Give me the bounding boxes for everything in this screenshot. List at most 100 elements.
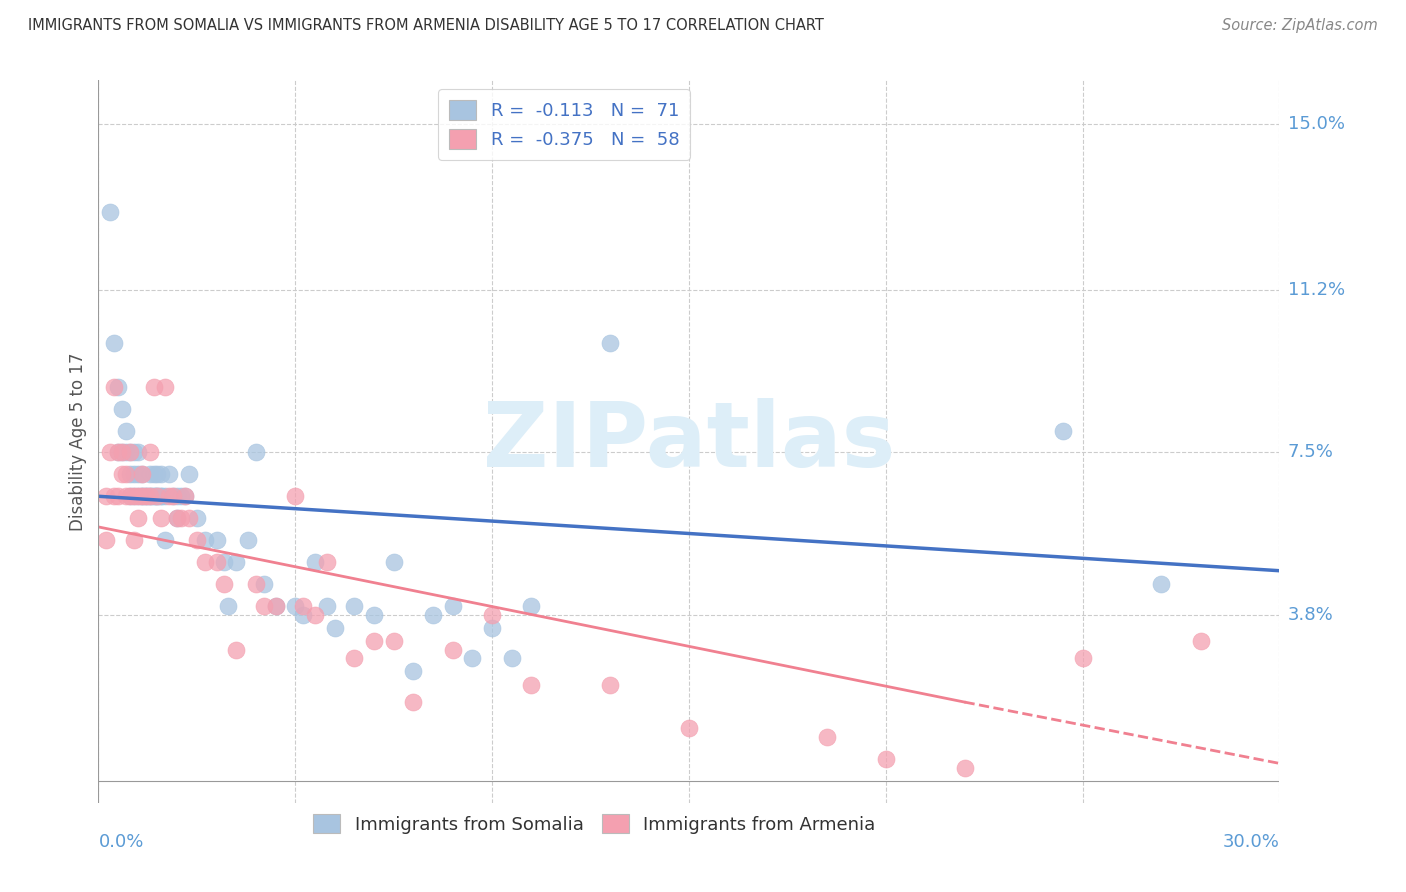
Point: [170, 489, 193, 503]
Point: [122, 467, 145, 482]
Point: [127, 467, 149, 482]
Point: [162, 489, 184, 503]
Point: [1052, 424, 1074, 438]
Point: [599, 677, 621, 691]
Point: [107, 380, 129, 394]
Point: [118, 445, 141, 459]
Point: [138, 489, 160, 503]
Point: [115, 445, 138, 459]
Point: [214, 577, 236, 591]
Point: [138, 489, 160, 503]
Point: [118, 489, 141, 503]
Point: [382, 555, 405, 569]
Point: [115, 489, 138, 503]
Point: [441, 642, 464, 657]
Point: [142, 467, 165, 482]
Point: [122, 489, 145, 503]
Point: [323, 621, 346, 635]
Point: [253, 599, 276, 613]
Point: [142, 380, 165, 394]
Point: [98, 445, 121, 459]
Point: [166, 511, 188, 525]
Point: [122, 489, 145, 503]
Text: ZIPatlas: ZIPatlas: [482, 398, 896, 485]
Text: 0.0%: 0.0%: [98, 833, 143, 851]
Point: [103, 489, 125, 503]
Point: [304, 607, 326, 622]
Point: [186, 533, 208, 547]
Y-axis label: Disability Age 5 to 17: Disability Age 5 to 17: [69, 352, 87, 531]
Point: [194, 533, 217, 547]
Text: 15.0%: 15.0%: [1288, 115, 1344, 133]
Point: [122, 533, 145, 547]
Point: [131, 489, 153, 503]
Point: [177, 511, 200, 525]
Point: [150, 511, 173, 525]
Point: [875, 752, 897, 766]
Point: [292, 607, 315, 622]
Point: [138, 467, 160, 482]
Point: [127, 489, 149, 503]
Point: [205, 555, 228, 569]
Point: [115, 424, 138, 438]
Point: [205, 533, 228, 547]
Point: [111, 467, 134, 482]
Point: [155, 380, 177, 394]
Point: [131, 467, 153, 482]
Point: [315, 599, 337, 613]
Point: [111, 445, 134, 459]
Point: [253, 577, 276, 591]
Point: [501, 651, 523, 665]
Point: [146, 489, 169, 503]
Point: [150, 467, 173, 482]
Point: [127, 489, 149, 503]
Point: [142, 489, 165, 503]
Text: 3.8%: 3.8%: [1288, 606, 1333, 624]
Point: [292, 599, 315, 613]
Point: [118, 445, 141, 459]
Point: [245, 577, 267, 591]
Point: [284, 599, 307, 613]
Point: [131, 489, 153, 503]
Point: [103, 380, 125, 394]
Point: [118, 489, 141, 503]
Point: [174, 489, 197, 503]
Point: [245, 445, 267, 459]
Point: [225, 555, 247, 569]
Point: [953, 761, 976, 775]
Point: [363, 607, 385, 622]
Point: [111, 445, 134, 459]
Point: [422, 607, 444, 622]
Point: [441, 599, 464, 613]
Point: [162, 489, 184, 503]
Point: [1150, 577, 1173, 591]
Text: 30.0%: 30.0%: [1223, 833, 1279, 851]
Point: [315, 555, 337, 569]
Point: [174, 489, 197, 503]
Point: [150, 489, 173, 503]
Point: [166, 511, 188, 525]
Point: [146, 467, 169, 482]
Point: [150, 489, 173, 503]
Point: [170, 511, 193, 525]
Point: [118, 467, 141, 482]
Point: [461, 651, 484, 665]
Point: [135, 489, 157, 503]
Point: [284, 489, 307, 503]
Point: [142, 489, 165, 503]
Point: [166, 489, 188, 503]
Point: [186, 511, 208, 525]
Point: [343, 651, 366, 665]
Point: [678, 722, 700, 736]
Point: [107, 489, 129, 503]
Point: [96, 533, 118, 547]
Point: [194, 555, 217, 569]
Point: [115, 467, 138, 482]
Point: [264, 599, 287, 613]
Point: [135, 489, 157, 503]
Point: [155, 489, 177, 503]
Point: [98, 204, 121, 219]
Point: [225, 642, 247, 657]
Point: [103, 336, 125, 351]
Point: [177, 467, 200, 482]
